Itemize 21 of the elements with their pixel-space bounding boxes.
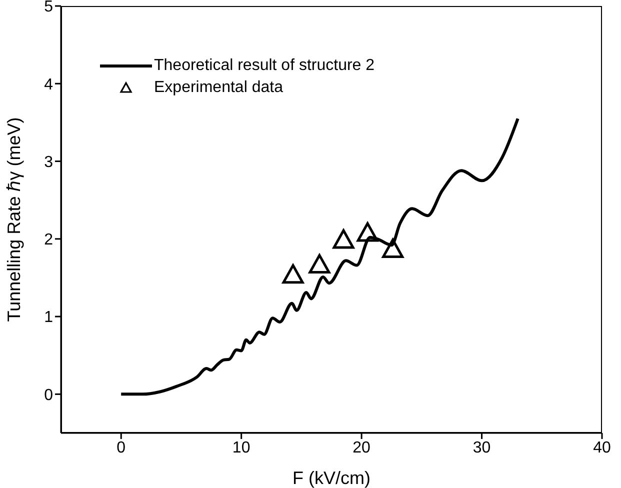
x-tick-label: 30 [472, 439, 491, 456]
x-tick-label: 0 [116, 439, 126, 456]
x-tick-label: 20 [352, 439, 371, 456]
y-tick-label: 4 [44, 76, 54, 94]
y-axis-title: Tunnelling Rate ℏγ (meV) [4, 117, 24, 322]
x-tick-label: 40 [593, 439, 611, 456]
point [356, 222, 378, 242]
line-series [120, 117, 520, 396]
y-tick-label: 3 [44, 154, 54, 171]
y-tick-label: 1 [44, 309, 54, 326]
y-tick-label: 2 [44, 232, 54, 249]
point [282, 264, 304, 284]
legend-label: Experimental data [154, 79, 283, 97]
x-tick-label: 10 [232, 439, 250, 456]
y-tick-label: 5 [44, 0, 54, 16]
legend-label: Theoretical result of structure 2 [154, 57, 375, 75]
point [332, 229, 354, 249]
y-tick-label: 0 [44, 386, 54, 404]
point [382, 238, 404, 258]
point [308, 254, 330, 274]
x-axis-title: F (kV/cm) [292, 468, 370, 488]
